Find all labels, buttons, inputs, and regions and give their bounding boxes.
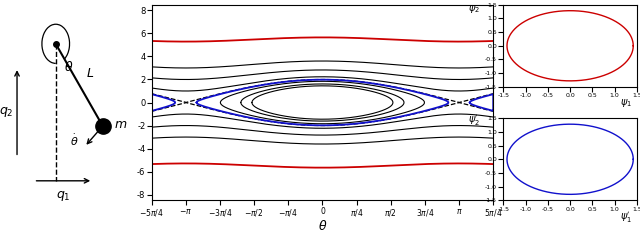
Text: $\theta$: $\theta$ xyxy=(64,60,74,74)
X-axis label: $\psi_1'$: $\psi_1'$ xyxy=(620,210,632,225)
Text: $q_1$: $q_1$ xyxy=(56,189,70,203)
X-axis label: $\psi_1$: $\psi_1$ xyxy=(620,97,632,109)
X-axis label: $\theta$: $\theta$ xyxy=(317,219,327,233)
Text: $\dot{\theta}$: $\dot{\theta}$ xyxy=(70,132,78,147)
Text: $L$: $L$ xyxy=(86,67,95,80)
Y-axis label: $\psi_2$: $\psi_2$ xyxy=(468,3,480,14)
Y-axis label: $\dot{\theta}$: $\dot{\theta}$ xyxy=(132,0,141,1)
Y-axis label: $\psi_2'$: $\psi_2'$ xyxy=(468,113,480,128)
Text: $m$: $m$ xyxy=(114,118,127,130)
Text: $q_2$: $q_2$ xyxy=(0,105,13,119)
